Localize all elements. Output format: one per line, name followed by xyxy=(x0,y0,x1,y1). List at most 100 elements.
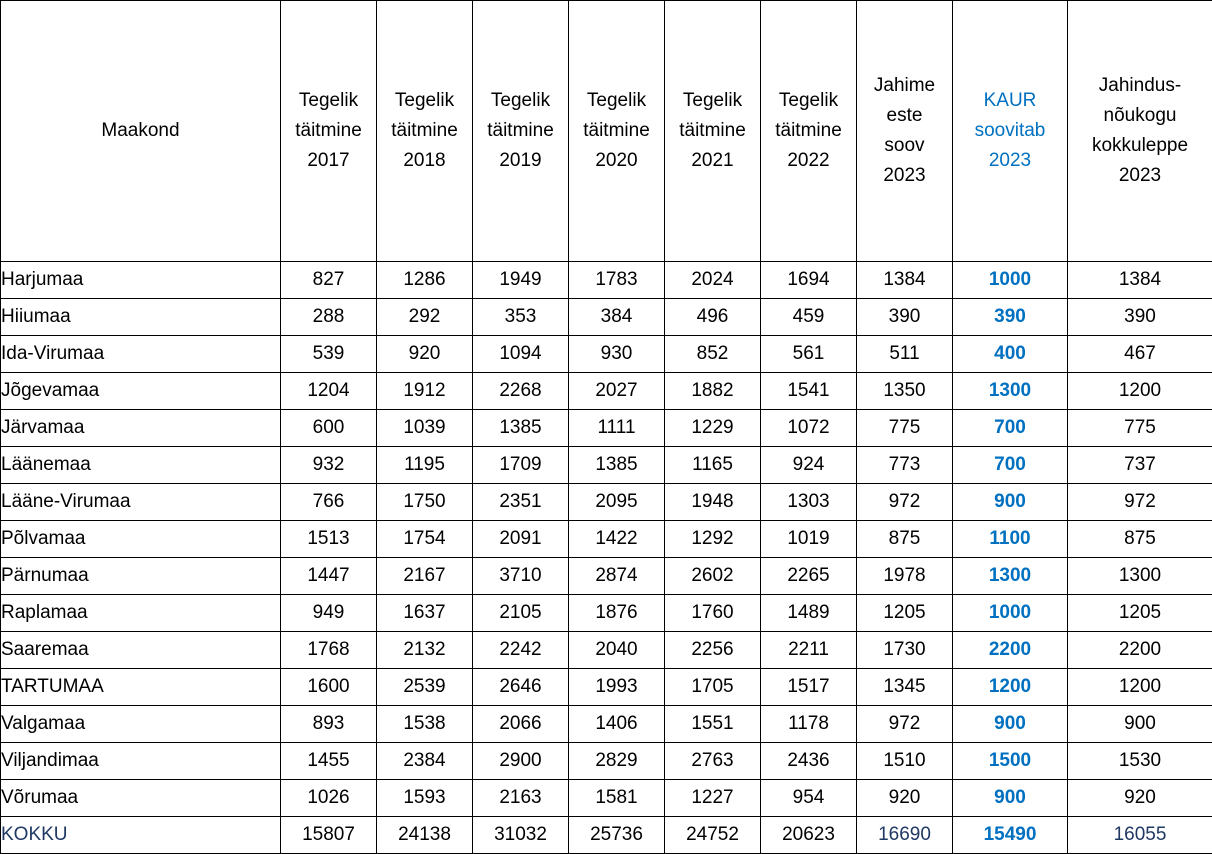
cell-kaur: 900 xyxy=(952,705,1068,743)
cell-t2021: 2763 xyxy=(664,742,761,780)
cell-kokkuleppe: 1200 xyxy=(1067,372,1212,410)
cell-maakond: Saaremaa xyxy=(0,631,281,669)
cell-t2017: 1447 xyxy=(280,557,377,595)
cell-t2017: 893 xyxy=(280,705,377,743)
cell-kaur: 2200 xyxy=(952,631,1068,669)
cell-t2022: 1072 xyxy=(760,409,857,447)
cell-soov: 1730 xyxy=(856,631,953,669)
table-row: Lääne-Virumaa 766 1750 2351 2095 1948 1303 972 9… xyxy=(0,483,1212,521)
cell-t2019: 2900 xyxy=(472,742,569,780)
header-cell-t2017: Tegelik täitmine 2017 xyxy=(280,0,377,262)
cell-kokkuleppe: 875 xyxy=(1067,520,1212,558)
cell-kokkuleppe: 1384 xyxy=(1067,261,1212,299)
cell-soov: 875 xyxy=(856,520,953,558)
cell-kokkuleppe: 1200 xyxy=(1067,668,1212,706)
cell-t2020: 1385 xyxy=(568,446,665,484)
header-cell-kokkuleppe: Jahindus- nõukogu kokkuleppe 2023 xyxy=(1067,0,1212,262)
cell-t2022: 20623 xyxy=(760,816,857,854)
cell-soov: 1978 xyxy=(856,557,953,595)
cell-kaur: 1000 xyxy=(952,594,1068,632)
cell-maakond: Läänemaa xyxy=(0,446,281,484)
cell-t2019: 1094 xyxy=(472,335,569,373)
header-cell-soov: Jahime este soov 2023 xyxy=(856,0,953,262)
table-row: Jõgevamaa 1204 1912 2268 2027 1882 1541 1350 130… xyxy=(0,372,1212,410)
cell-t2021: 1882 xyxy=(664,372,761,410)
cell-t2018: 1750 xyxy=(376,483,473,521)
cell-t2020: 2095 xyxy=(568,483,665,521)
cell-t2020: 1422 xyxy=(568,520,665,558)
cell-soov: 775 xyxy=(856,409,953,447)
cell-kaur: 1300 xyxy=(952,557,1068,595)
cell-t2020: 1111 xyxy=(568,409,665,447)
cell-kokkuleppe: 737 xyxy=(1067,446,1212,484)
cell-t2017: 600 xyxy=(280,409,377,447)
cell-maakond: Lääne-Virumaa xyxy=(0,483,281,521)
cell-t2021: 24752 xyxy=(664,816,761,854)
cell-t2021: 1705 xyxy=(664,668,761,706)
table-row: Ida-Virumaa 539 920 1094 930 852 561 511 400 467 xyxy=(0,335,1212,373)
cell-t2017: 949 xyxy=(280,594,377,632)
cell-t2022: 2265 xyxy=(760,557,857,595)
cell-t2019: 2268 xyxy=(472,372,569,410)
cell-soov: 1350 xyxy=(856,372,953,410)
cell-t2020: 2874 xyxy=(568,557,665,595)
cell-t2020: 2027 xyxy=(568,372,665,410)
cell-t2017: 1455 xyxy=(280,742,377,780)
table-row: Raplamaa 949 1637 2105 1876 1760 1489 1205 1000 1… xyxy=(0,594,1212,632)
header-cell-t2021: Tegelik täitmine 2021 xyxy=(664,0,761,262)
total-row: KOKKU 15807 24138 31032 25736 24752 20623 16690… xyxy=(0,816,1212,854)
cell-t2019: 1949 xyxy=(472,261,569,299)
cell-t2019: 2105 xyxy=(472,594,569,632)
cell-t2019: 353 xyxy=(472,298,569,336)
cell-t2022: 1019 xyxy=(760,520,857,558)
table-row: Pärnumaa 1447 2167 3710 2874 2602 2265 1978 1300… xyxy=(0,557,1212,595)
cell-t2022: 1694 xyxy=(760,261,857,299)
cell-kokkuleppe: 1300 xyxy=(1067,557,1212,595)
cell-maakond: KOKKU xyxy=(0,816,281,854)
cell-t2018: 1039 xyxy=(376,409,473,447)
cell-maakond: Põlvamaa xyxy=(0,520,281,558)
header-cell-t2018: Tegelik täitmine 2018 xyxy=(376,0,473,262)
header-cell-t2020: Tegelik täitmine 2020 xyxy=(568,0,665,262)
cell-t2022: 1303 xyxy=(760,483,857,521)
cell-kaur: 900 xyxy=(952,779,1068,817)
cell-soov: 16690 xyxy=(856,816,953,854)
cell-maakond: Viljandimaa xyxy=(0,742,281,780)
cell-t2019: 1709 xyxy=(472,446,569,484)
cell-maakond: Raplamaa xyxy=(0,594,281,632)
cell-t2018: 1593 xyxy=(376,779,473,817)
cell-kokkuleppe: 1205 xyxy=(1067,594,1212,632)
cell-t2021: 496 xyxy=(664,298,761,336)
cell-t2022: 1489 xyxy=(760,594,857,632)
cell-t2021: 2024 xyxy=(664,261,761,299)
cell-t2020: 930 xyxy=(568,335,665,373)
cell-t2018: 1754 xyxy=(376,520,473,558)
cell-soov: 511 xyxy=(856,335,953,373)
cell-t2020: 2829 xyxy=(568,742,665,780)
cell-soov: 972 xyxy=(856,483,953,521)
cell-t2017: 932 xyxy=(280,446,377,484)
cell-t2018: 920 xyxy=(376,335,473,373)
cell-t2020: 384 xyxy=(568,298,665,336)
cell-soov: 1384 xyxy=(856,261,953,299)
cell-kokkuleppe: 390 xyxy=(1067,298,1212,336)
cell-t2021: 852 xyxy=(664,335,761,373)
cell-t2018: 2384 xyxy=(376,742,473,780)
cell-kaur: 390 xyxy=(952,298,1068,336)
cell-t2020: 1406 xyxy=(568,705,665,743)
cell-t2019: 2091 xyxy=(472,520,569,558)
cell-t2020: 25736 xyxy=(568,816,665,854)
cell-kokkuleppe: 467 xyxy=(1067,335,1212,373)
cell-t2021: 1229 xyxy=(664,409,761,447)
table-row: Valgamaa 893 1538 2066 1406 1551 1178 972 900 900 xyxy=(0,705,1212,743)
cell-soov: 1510 xyxy=(856,742,953,780)
cell-t2017: 766 xyxy=(280,483,377,521)
cell-kaur: 1500 xyxy=(952,742,1068,780)
cell-t2021: 1760 xyxy=(664,594,761,632)
cell-t2018: 1195 xyxy=(376,446,473,484)
cell-t2017: 288 xyxy=(280,298,377,336)
cell-t2021: 1948 xyxy=(664,483,761,521)
cell-maakond: Järvamaa xyxy=(0,409,281,447)
table-header: Maakond Tegelik täitmine 2017 Tegelik täit… xyxy=(0,0,1212,262)
